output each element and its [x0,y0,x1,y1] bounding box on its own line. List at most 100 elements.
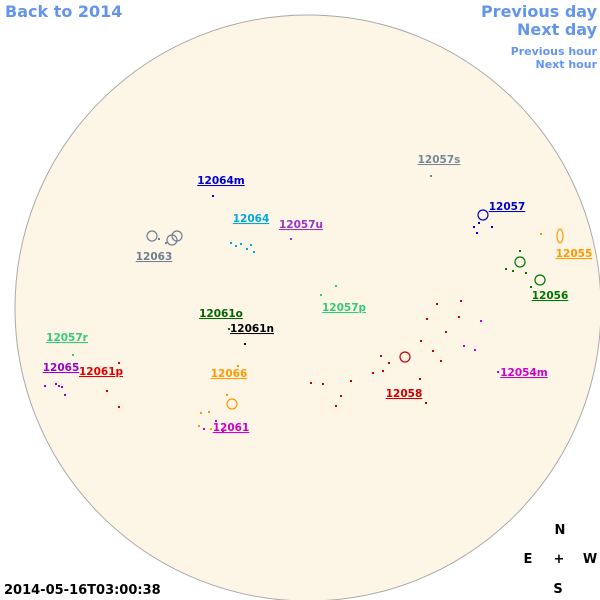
sunspot [335,405,337,407]
sunspot [440,360,442,362]
sunspot [290,238,292,240]
sunspot [230,242,232,244]
sunspot [208,411,210,413]
sunspot [458,316,460,318]
sunspot [388,362,390,364]
sunspot [525,272,527,274]
region-label[interactable]: 12061n [230,323,274,335]
sunspot [426,318,428,320]
sunspot [44,385,46,387]
compass-north: N [555,523,566,538]
region-label[interactable]: 12064 [233,213,270,225]
sunspot [474,349,476,351]
sunspot [158,238,160,240]
sunspot [477,209,489,221]
sunspot [118,406,120,408]
compass-south: S [553,582,562,597]
region-label[interactable]: 12057 [489,201,526,213]
sunspot [250,244,252,246]
sunspot [320,294,322,296]
sunspot [382,370,384,372]
sunspot [350,380,352,382]
sunspot [246,248,248,250]
solar-disk [14,14,600,600]
sunspot [171,230,183,242]
sunspot [505,268,507,270]
sunspot [64,394,66,396]
region-label[interactable]: 12061o [199,308,243,320]
sunspot [372,372,374,374]
region-label[interactable]: 12058 [386,388,423,400]
sunspot [226,398,238,410]
compass-center: + [554,552,565,567]
sunspot [310,382,312,384]
region-label[interactable]: 12054m [500,367,548,379]
next-hour-link[interactable]: Next hour [535,58,598,71]
sunspot [436,303,438,305]
region-label[interactable]: 12061 [213,422,250,434]
sunspot [491,226,493,228]
sunspot [519,250,521,252]
sunspot [380,355,382,357]
sunspot [61,386,63,388]
sunspot [463,345,465,347]
sunspot [473,226,475,228]
sunspot [480,320,482,322]
sunspot [222,430,224,432]
sunspot [55,383,57,385]
previous-hour-link[interactable]: Previous hour [510,45,597,58]
sunspot [432,350,434,352]
region-label[interactable]: 12057s [418,154,461,166]
region-label[interactable]: 12065 [43,362,80,374]
sunspot [322,383,324,385]
next-day-link[interactable]: Next day [517,20,597,39]
sunspot [514,256,526,268]
region-label[interactable]: 12061p [79,366,124,378]
sunspot [497,371,499,373]
sunspot [512,270,514,272]
sunspot [200,412,202,414]
previous-day-link[interactable]: Previous day [480,2,597,21]
sunspot [228,328,230,330]
sunspot [430,175,432,177]
region-label[interactable]: 12057p [322,302,367,314]
sunspot [335,285,337,287]
sunspot [460,300,462,302]
sunspot [210,428,212,430]
sunspot [530,286,532,288]
sunspot [106,390,108,392]
sunspot [399,351,411,363]
region-label[interactable]: 12063 [136,251,173,263]
sunspot [478,222,480,224]
region-label[interactable]: 12056 [532,290,569,302]
sunspot [540,233,542,235]
sunspot [556,228,564,244]
timestamp: 2014-05-16T03:00:38 [4,583,161,598]
sunspot [476,232,478,234]
sunspot [445,331,447,333]
sunspot [237,365,239,367]
region-label[interactable]: 12057u [279,219,323,231]
sunspot [118,362,120,364]
sunspot [419,378,421,380]
sunspot [203,428,205,430]
sunspot [58,385,60,387]
sunspot [212,195,214,197]
sunspot [226,394,228,396]
sunspot [244,343,246,345]
region-label[interactable]: 12064m [197,175,245,187]
compass-east: E [524,552,533,567]
region-label[interactable]: 12066 [211,368,248,380]
sunspot [198,425,200,427]
sunspot [146,230,158,242]
sunspot [235,245,237,247]
region-label[interactable]: 12057r [46,332,89,344]
compass-west: W [583,552,597,567]
region-label[interactable]: 12055 [556,248,593,260]
back-link[interactable]: Back to 2014 [5,2,123,21]
sunspot [534,274,546,286]
sunspot [215,420,217,422]
sunspot [240,243,242,245]
sunspot [72,354,74,356]
